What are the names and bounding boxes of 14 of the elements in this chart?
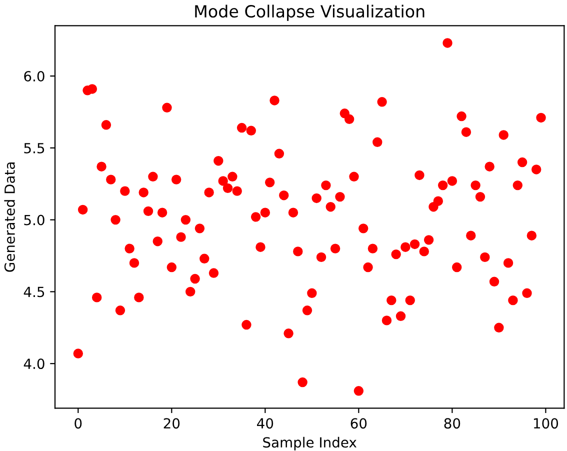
- x-tick-label: 100: [534, 418, 558, 429]
- y-tick-label: 4.5: [24, 286, 44, 298]
- y-axis-title: Generated Data: [4, 162, 15, 272]
- x-tick-label: 40: [257, 418, 274, 429]
- x-tick-label: 0: [74, 418, 82, 429]
- x-tick-label: 20: [164, 418, 180, 429]
- y-tick-label: 5.5: [24, 143, 44, 154]
- x-tick-label: 80: [444, 418, 460, 429]
- y-tick-label: 5.0: [24, 214, 44, 226]
- y-tick-label: 6.0: [24, 71, 44, 82]
- x-tick-label: 60: [350, 418, 367, 429]
- chart-title: Mode Collapse Visualization: [195, 4, 424, 21]
- y-tick-label: 4.0: [24, 358, 44, 370]
- x-axis-title: Sample Index: [263, 436, 356, 450]
